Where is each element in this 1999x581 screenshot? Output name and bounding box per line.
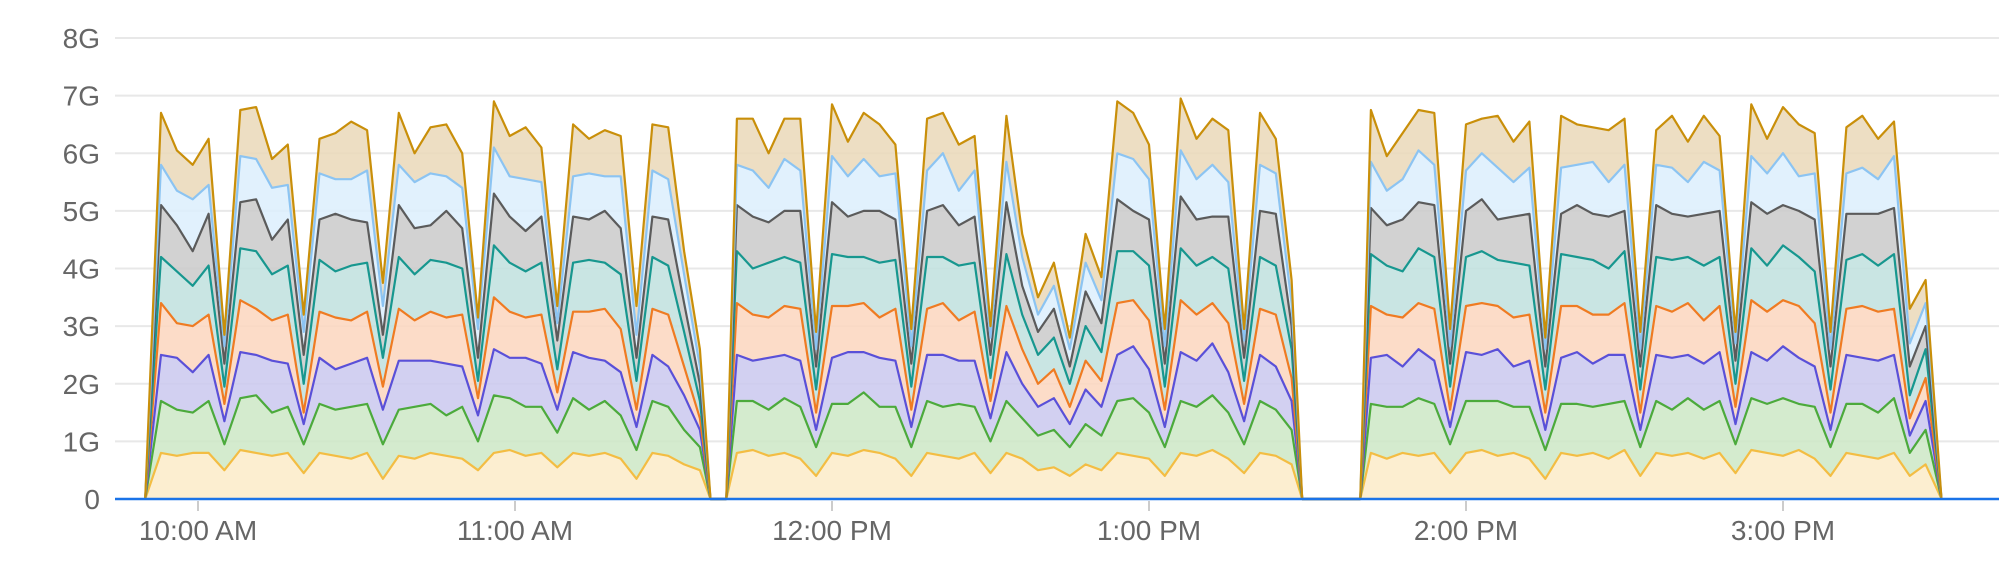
series-area-5 (145, 193, 1942, 499)
series-area-3 (145, 297, 1942, 499)
series-area-7 (145, 98, 1942, 499)
series-line-2 (144, 342, 1943, 501)
y-tick-label: 8G (63, 23, 100, 54)
series-area-0 (145, 450, 1942, 499)
y-tick-label: 4G (63, 254, 100, 285)
series-line-6 (144, 146, 1943, 501)
y-axis: 0 1G 2G 3G 4G 5G 6G 7G 8G (63, 23, 100, 515)
y-tick-label: 1G (63, 426, 100, 457)
x-axis: 10:00 AM 11:00 AM 12:00 PM 1:00 PM 2:00 PM 3:… (115, 497, 1999, 546)
x-tick-label: 11:00 AM (457, 515, 573, 546)
series-areas (145, 98, 1942, 499)
x-tick-label: 12:00 PM (772, 515, 892, 546)
y-tick-label: 3G (63, 311, 100, 342)
series-line-3 (144, 296, 1943, 501)
x-tick-label: 3:00 PM (1731, 515, 1835, 546)
series-area-2 (145, 343, 1942, 499)
series-area-4 (145, 245, 1942, 499)
x-tick-label: 10:00 AM (139, 515, 257, 546)
x-tick-label: 2:00 PM (1414, 515, 1518, 546)
y-tick-label: 2G (63, 369, 100, 400)
series-line-4 (144, 244, 1943, 501)
y-tick-label: 6G (63, 138, 100, 169)
series-line-7 (144, 97, 1943, 501)
series-lines (144, 97, 1943, 501)
series-area-1 (145, 392, 1942, 499)
series-line-5 (144, 192, 1943, 501)
y-tick-label: 0 (84, 484, 100, 515)
y-tick-label: 7G (63, 81, 100, 112)
x-tick-label: 1:00 PM (1097, 515, 1201, 546)
y-tick-label: 5G (63, 196, 100, 227)
series-line-1 (144, 391, 1943, 501)
series-line-0 (144, 448, 1943, 501)
